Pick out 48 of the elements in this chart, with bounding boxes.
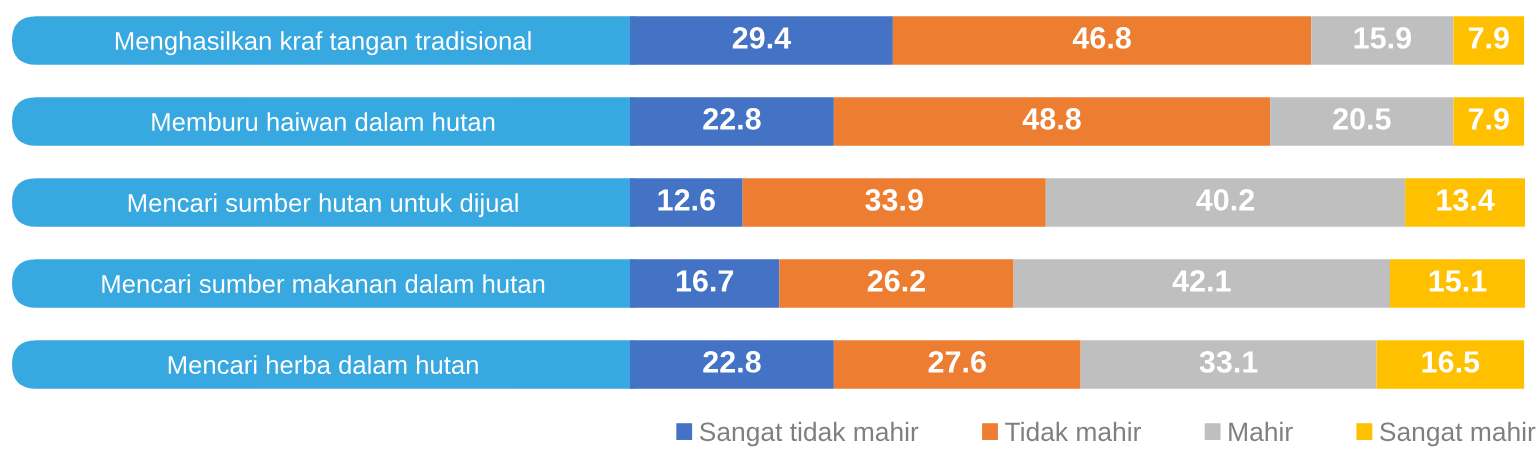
bar <box>1311 16 1454 65</box>
y-tick-label: Menghasilkan kraf tangan tradisional <box>115 31 531 56</box>
bar <box>1270 97 1454 146</box>
data-label: 22.8 <box>703 108 761 130</box>
y-tick-label: Mencari sumber makanan dalam hutan <box>102 274 545 294</box>
bar <box>833 97 1271 146</box>
data-label: 20.5 <box>1333 108 1391 130</box>
data-label: 33.9 <box>865 189 923 211</box>
data-label: 16.7 <box>676 270 734 292</box>
y-tick-label: Mencari sumber hutan untuk dijual <box>128 193 518 218</box>
bar <box>1389 259 1525 308</box>
data-label: 46.8 <box>1072 27 1131 49</box>
bar <box>1045 178 1406 227</box>
y-tick-label: Mencari herba dalam hutan <box>168 355 478 375</box>
data-label: 7.9 <box>1468 27 1509 49</box>
bar <box>1405 178 1525 227</box>
data-label: 22.8 <box>703 351 761 373</box>
data-label: 15.9 <box>1354 27 1411 49</box>
legend-label: Sangat mahir <box>1380 421 1536 447</box>
bar <box>1453 97 1525 146</box>
data-label: 29.4 <box>732 27 792 49</box>
bar <box>1453 16 1525 65</box>
bar <box>630 97 834 146</box>
data-label: 40.2 <box>1196 189 1254 211</box>
data-label: 12.6 <box>658 189 715 211</box>
data-label: 26.2 <box>867 270 925 292</box>
data-label: 48.8 <box>1022 108 1081 130</box>
bar <box>1376 340 1525 389</box>
legend-label: Sangat tidak mahir <box>699 421 919 447</box>
bar <box>779 259 1014 308</box>
bar <box>1080 340 1377 389</box>
legend-label: Mahir <box>1229 421 1293 442</box>
bar <box>1013 259 1390 308</box>
bar <box>833 340 1081 389</box>
bar <box>630 259 780 308</box>
data-label: 16.5 <box>1422 351 1480 373</box>
data-label: 33.1 <box>1199 351 1258 373</box>
bar <box>630 178 743 227</box>
y-tick-label: Memburu haiwan dalam hutan <box>152 112 495 132</box>
data-label: 7.9 <box>1468 108 1509 130</box>
data-label: 15.1 <box>1429 270 1487 292</box>
data-label: 27.6 <box>928 351 986 373</box>
bar <box>630 340 834 389</box>
legend-label: Tidak mahir <box>1005 421 1141 442</box>
data-label: 42.1 <box>1172 270 1231 292</box>
bar <box>892 16 1312 65</box>
bar <box>742 178 1046 227</box>
data-label: 13.4 <box>1437 189 1495 211</box>
